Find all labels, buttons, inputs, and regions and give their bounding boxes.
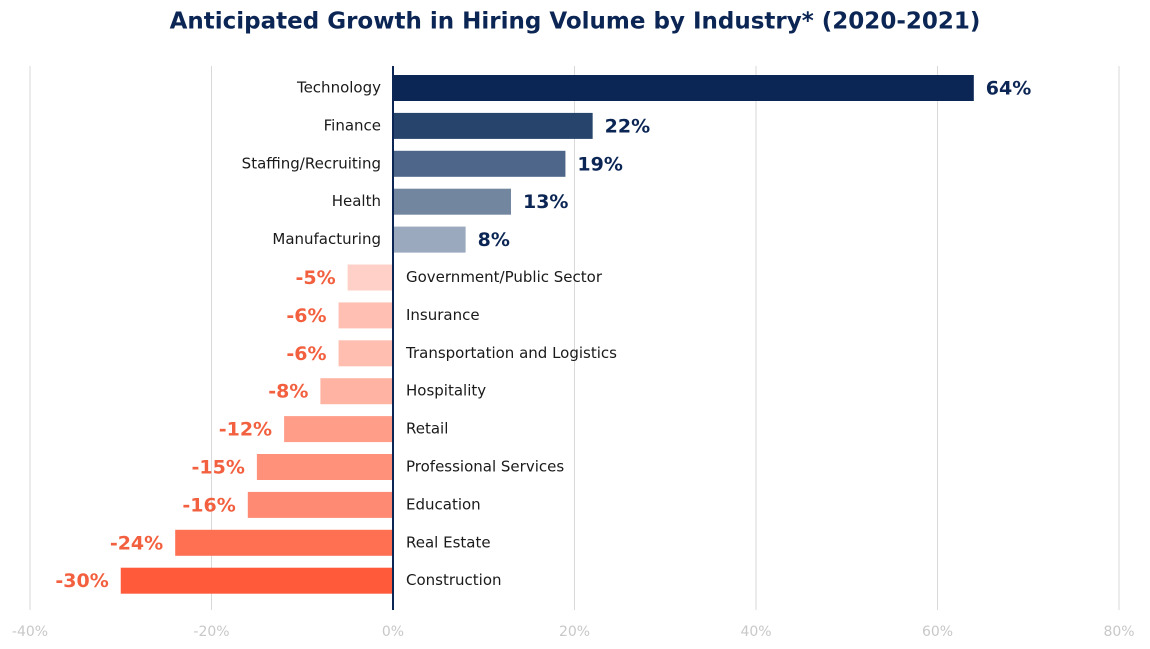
category-label: Manufacturing: [272, 230, 381, 248]
bar: [256, 454, 393, 480]
category-label: Finance: [324, 116, 381, 134]
bar: [393, 75, 974, 101]
bar: [393, 188, 511, 215]
value-label: -12%: [219, 419, 272, 441]
chart-title: Anticipated Growth in Hiring Volume by I…: [170, 9, 981, 35]
bar: [120, 567, 393, 594]
bar: [284, 416, 393, 443]
bar: [393, 150, 566, 177]
value-label: 13%: [523, 191, 568, 213]
category-label: Construction: [406, 571, 502, 589]
category-label: Retail: [406, 420, 448, 438]
value-label: -5%: [295, 267, 335, 289]
x-tick-label: 60%: [922, 624, 953, 640]
value-label: 22%: [605, 115, 650, 137]
category-label: Government/Public Sector: [406, 268, 603, 286]
value-label: -8%: [268, 381, 308, 403]
bar: [393, 112, 593, 139]
category-label: Staffing/Recruiting: [242, 154, 381, 172]
value-label: -15%: [192, 457, 245, 479]
category-label: Technology: [296, 79, 381, 97]
category-label: Health: [332, 192, 381, 210]
value-label: 8%: [478, 229, 510, 251]
x-tick-label: -20%: [193, 624, 229, 640]
x-tick-label: 0%: [382, 624, 404, 640]
bar: [175, 529, 393, 556]
bar: [393, 226, 466, 253]
x-tick-label: 20%: [559, 624, 590, 640]
value-label: -6%: [286, 343, 326, 365]
category-label: Real Estate: [406, 533, 491, 551]
value-label: 64%: [986, 78, 1031, 100]
category-label: Hospitality: [406, 382, 486, 400]
bar: [338, 340, 393, 367]
category-label: Insurance: [406, 306, 480, 324]
x-tick-label: 40%: [740, 624, 771, 640]
bar: [247, 491, 393, 518]
x-tick-label: 80%: [1103, 624, 1134, 640]
category-label: Professional Services: [406, 458, 564, 476]
value-label: 19%: [577, 153, 622, 175]
bar: [338, 302, 393, 329]
x-tick-label: -40%: [12, 624, 48, 640]
value-label: -30%: [55, 570, 108, 592]
value-label: -6%: [286, 305, 326, 327]
value-label: -16%: [182, 494, 235, 516]
value-label: -24%: [110, 532, 163, 554]
category-label: Education: [406, 495, 481, 513]
bar: [320, 378, 393, 405]
bar: [347, 264, 393, 291]
category-label: Transportation and Logistics: [405, 344, 617, 362]
